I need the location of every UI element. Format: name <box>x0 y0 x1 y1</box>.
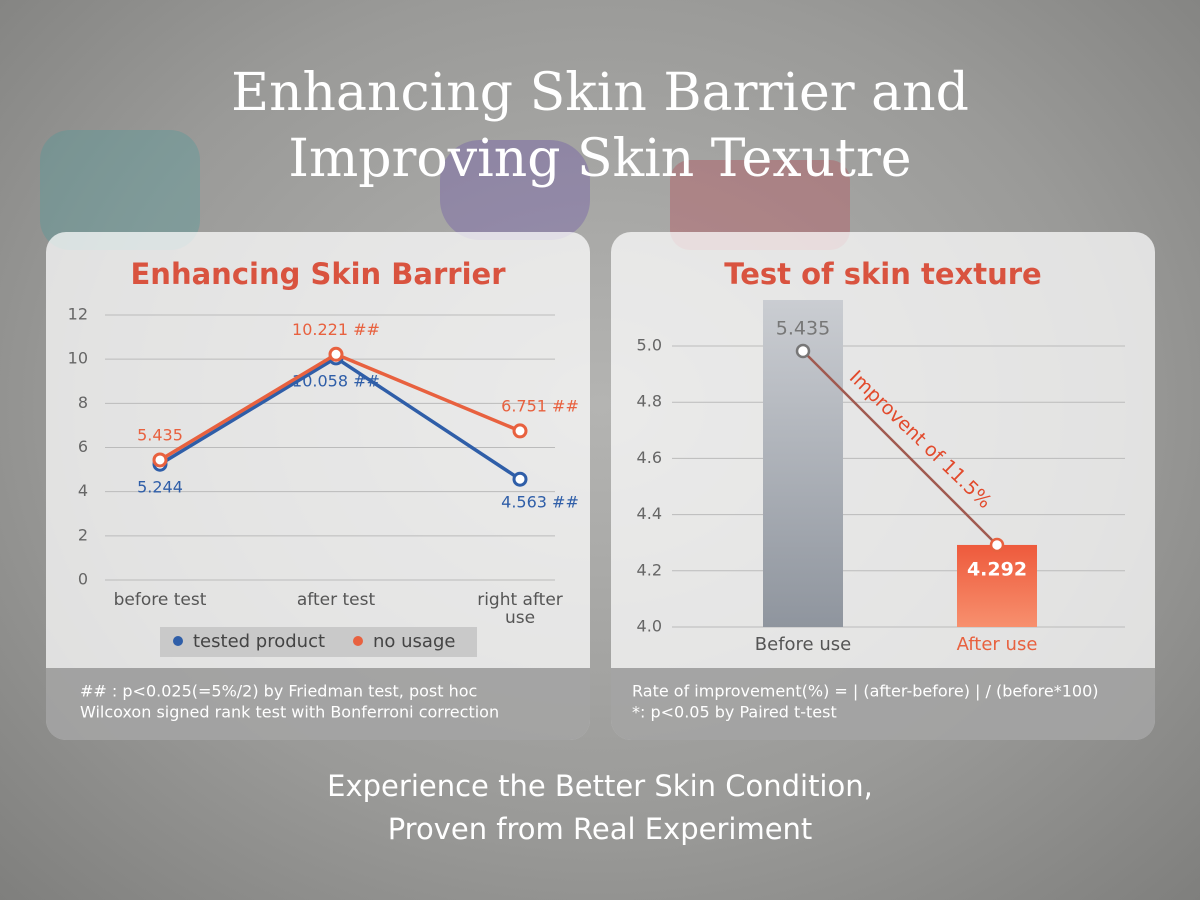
bg-shape <box>440 140 590 240</box>
legend-label: no usage <box>373 631 455 652</box>
note: Wilcoxon signed rank test with Bonferron… <box>80 703 499 722</box>
note: Rate of improvement(%) = | (after-before… <box>632 682 1099 701</box>
y-tick-label: 4.0 <box>637 617 662 636</box>
point <box>989 537 1005 553</box>
bar <box>957 544 1037 627</box>
note: *: p<0.05 by Paired t-test <box>632 703 837 722</box>
legend-label: tested product <box>193 631 325 652</box>
note-band <box>611 668 1155 740</box>
data-label: 5.435 <box>137 425 183 444</box>
x-tick-label: Before use <box>755 634 851 655</box>
data-label: 5.435 <box>776 318 830 340</box>
y-tick-label: 0 <box>78 570 88 589</box>
point <box>795 343 811 359</box>
note: ## : p<0.025(=5%/2) by Friedman test, po… <box>80 682 477 701</box>
point <box>512 471 528 487</box>
data-label: 4.292 <box>967 558 1027 580</box>
data-label: 4.563 ## <box>501 493 579 512</box>
bg-shape <box>40 130 200 250</box>
footer: Experience the Better Skin Condition, Pr… <box>327 769 873 846</box>
page-title: Enhancing Skin Barrier and Improving Ski… <box>231 63 969 189</box>
chart-title: Enhancing Skin Barrier <box>131 257 507 291</box>
point <box>328 346 344 362</box>
y-tick-label: 12 <box>68 305 88 324</box>
y-tick-label: 4 <box>78 481 88 500</box>
x-tick-label: before test <box>113 590 207 610</box>
y-tick-label: 6 <box>78 437 88 456</box>
x-tick-label: After use <box>957 634 1038 655</box>
card <box>46 232 590 740</box>
data-label: 10.058 ## <box>292 371 380 390</box>
point <box>152 452 168 468</box>
y-tick-label: 4.6 <box>637 448 662 467</box>
point <box>512 423 528 439</box>
y-tick-label: 8 <box>78 393 88 412</box>
x-tick-label: after test <box>296 590 376 610</box>
note-band <box>46 668 590 740</box>
data-label: 6.751 ## <box>501 396 579 415</box>
chart-title: Test of skin texture <box>724 257 1041 291</box>
data-label: 10.221 ## <box>292 320 380 339</box>
y-tick-label: 4.4 <box>637 504 662 523</box>
y-tick-label: 2 <box>78 525 88 544</box>
legend-marker <box>173 636 183 646</box>
y-tick-label: 4.2 <box>637 560 662 579</box>
card <box>611 232 1155 740</box>
legend-box <box>160 627 477 657</box>
connector <box>802 350 998 546</box>
data-label: 5.244 <box>137 478 183 497</box>
y-tick-label: 4.8 <box>637 392 662 411</box>
y-tick-label: 5.0 <box>637 336 662 355</box>
x-tick-label: right after use <box>477 590 563 628</box>
bg-shape <box>670 160 850 250</box>
legend-marker <box>353 636 363 646</box>
y-tick-label: 10 <box>68 349 88 368</box>
